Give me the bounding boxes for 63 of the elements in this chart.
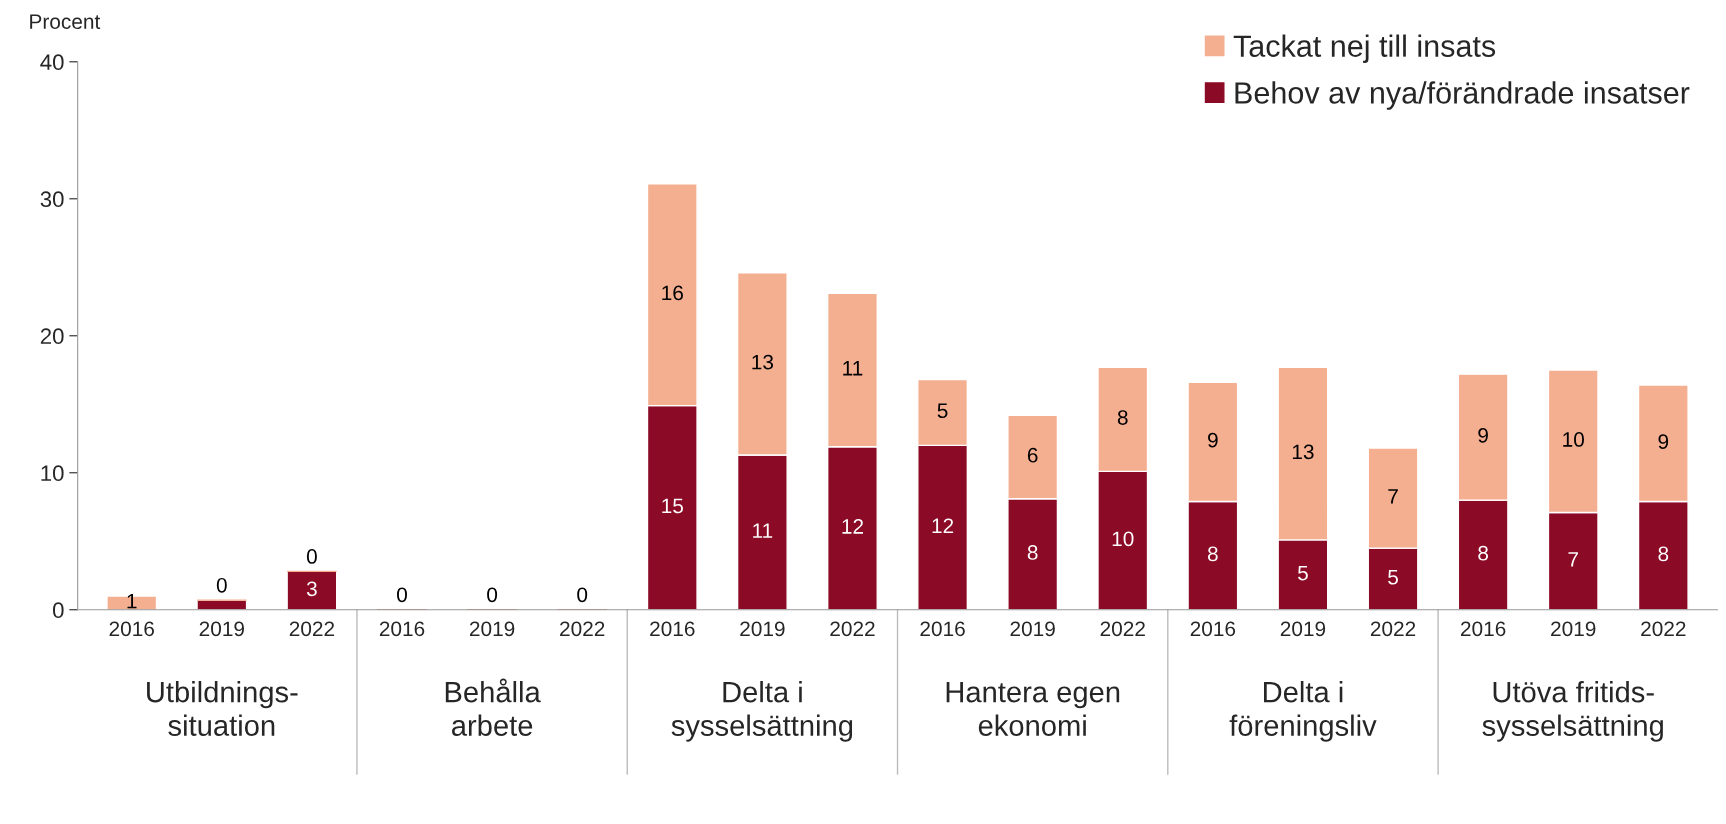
x-tick-label: 2016: [109, 621, 154, 637]
y-tick-label: 0: [52, 602, 64, 619]
data-label: 7: [1568, 552, 1578, 567]
data-label: 5: [1388, 569, 1398, 585]
data-label: 15: [662, 498, 683, 514]
text: Hantera egen ekonomi: [946, 682, 1120, 736]
data-label: 9: [1658, 434, 1669, 449]
data-label: 10: [1563, 432, 1584, 447]
data-label: 8: [1117, 410, 1128, 425]
x-tick-label: 2022: [830, 621, 875, 637]
data-label: 8: [1478, 545, 1489, 561]
text: Utöva fritids- sysselsättning: [1482, 680, 1663, 742]
data-label: 8: [1027, 545, 1038, 560]
data-label: 0: [397, 587, 407, 603]
x-tick-label: 2022: [560, 621, 605, 637]
x-tick-label: 2016: [379, 621, 425, 637]
x-tick-label: 2019: [1280, 621, 1326, 637]
data-label: 8: [1658, 546, 1669, 562]
data-label: 6: [1027, 447, 1038, 463]
x-tick-label: 2022: [1641, 621, 1686, 637]
x-tick-label: 2019: [1010, 621, 1055, 637]
data-label: 3: [306, 581, 317, 597]
x-tick-label: 2019: [469, 621, 515, 637]
text: Delta i föreningsliv: [1229, 680, 1377, 742]
data-label: 0: [306, 549, 317, 564]
data-label: 9: [1478, 427, 1488, 443]
data-label: 0: [216, 577, 227, 593]
x-tick-label: 2019: [740, 621, 785, 637]
x-tick-label: 2016: [650, 621, 695, 637]
x-tick-label: 2022: [289, 621, 335, 637]
data-label: 13: [1292, 444, 1314, 460]
x-tick-label: 2022: [1100, 621, 1145, 637]
legend-label: Tackat nej till insats: [1233, 34, 1496, 63]
x-tick-label: 2016: [1461, 621, 1506, 637]
data-label: 5: [1297, 565, 1308, 581]
data-label: 5: [937, 403, 948, 419]
x-tick-label: 2016: [1190, 621, 1236, 637]
data-label: 10: [1112, 531, 1134, 547]
data-label: 12: [932, 518, 954, 533]
x-tick-label: 2019: [1551, 621, 1596, 637]
data-label: 12: [842, 519, 864, 534]
y-tick-label: 30: [40, 191, 64, 208]
data-label: 0: [487, 587, 498, 603]
data-label: 13: [752, 354, 774, 370]
text: Delta i sysselsättning: [671, 680, 853, 742]
text: Utbildnings- situation: [147, 680, 298, 736]
legend-label: Behov av nya/förändrade insatser: [1235, 81, 1690, 110]
data-label: 11: [843, 361, 863, 376]
data-label: 1: [127, 593, 137, 609]
data-label: 0: [577, 587, 588, 603]
text: Behålla arbete: [445, 678, 541, 736]
y-tick-label: 10: [41, 465, 64, 482]
x-tick-label: 2019: [199, 621, 245, 637]
data-label: 11: [753, 523, 773, 538]
data-label: 9: [1208, 432, 1218, 448]
data-label: 16: [662, 285, 683, 301]
data-label: 7: [1388, 489, 1398, 504]
x-tick-label: 2016: [920, 621, 965, 637]
y-axis-title: Procent: [30, 14, 101, 30]
data-label: 8: [1207, 546, 1218, 562]
y-tick-label: 40: [40, 54, 64, 71]
y-tick-label: 20: [40, 328, 64, 345]
x-tick-label: 2022: [1370, 621, 1416, 637]
